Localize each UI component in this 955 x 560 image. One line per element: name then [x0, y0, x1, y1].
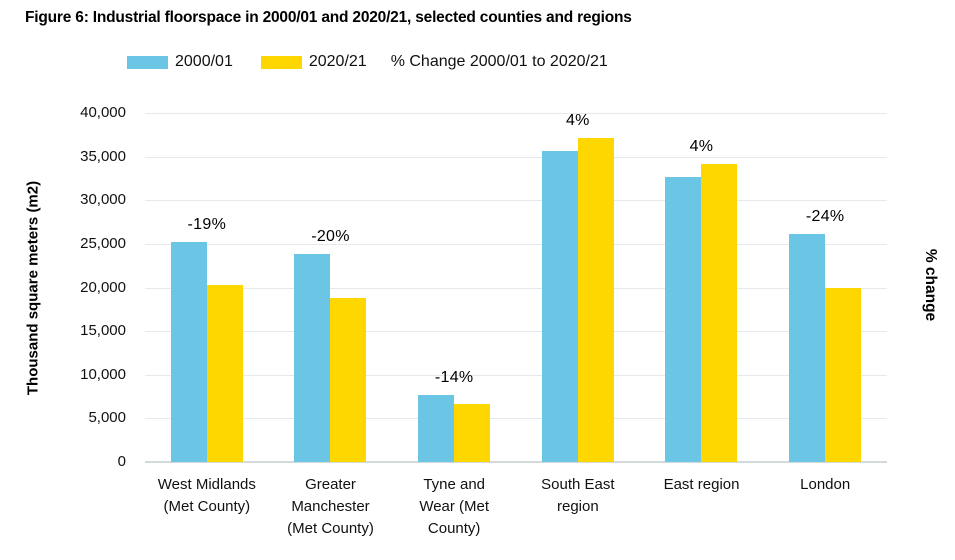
bar-group: -19%	[145, 113, 269, 462]
bar-2020-21	[330, 297, 367, 462]
bar-2000-01	[665, 176, 702, 462]
y-tick-label: 0	[117, 453, 126, 470]
x-category-label: West Midlands (Met County)	[157, 476, 256, 515]
legend-change-note: % Change 2000/01 to 2020/21	[390, 53, 608, 70]
gridline	[145, 243, 887, 245]
gridline	[145, 374, 887, 376]
bar-2000-01	[541, 150, 578, 462]
bar-2020-21	[825, 288, 862, 462]
x-category-label: South East region	[541, 476, 615, 515]
secondary-axis-title: % change	[922, 248, 939, 322]
gridline	[145, 331, 887, 333]
x-category-label: Greater Manchester (Met County)	[287, 476, 374, 537]
bar-2020-21	[577, 138, 614, 462]
bar-2000-01	[170, 242, 207, 462]
bar-2020-21	[206, 284, 243, 462]
gridline	[145, 156, 887, 158]
y-tick-label: 20,000	[80, 278, 126, 296]
percent-change-label: 4%	[689, 138, 714, 156]
y-tick-label: 40,000	[80, 104, 126, 121]
y-tick-label: 30,000	[80, 191, 126, 209]
gridline	[145, 200, 887, 202]
y-tick-label: 10,000	[80, 365, 126, 383]
y-tick-label: 5,000	[88, 409, 126, 427]
bar-2020-21	[701, 164, 738, 462]
x-category-label: London	[800, 476, 851, 493]
x-axis-category-labels: West Midlands (Met County) Greater Manche…	[145, 474, 887, 540]
bar-group: -20%	[269, 113, 393, 462]
percent-change-label: -19%	[187, 216, 227, 234]
bar-group: -14%	[392, 113, 516, 462]
x-category-label: East region	[663, 476, 740, 493]
y-axis-tick-labels: 0 5,000 10,000 15,000 20,000 25,000 30,000 35,0…	[0, 104, 126, 470]
percent-change-label: -20%	[311, 228, 350, 246]
figure-title: Figure 6: Industrial floorspace in 2000/…	[25, 9, 632, 26]
legend-swatch-2000-01	[127, 55, 168, 69]
plot-area: -19% -20% -14% 4% 4% -24%	[145, 112, 887, 463]
legend-label-2020-21: 2020/21	[308, 53, 367, 70]
x-axis-baseline	[145, 461, 887, 463]
bar-group: 4%	[640, 113, 764, 462]
y-tick-label: 15,000	[80, 322, 126, 340]
percent-change-label: 4%	[565, 112, 590, 130]
gridline	[145, 113, 887, 114]
y-tick-label: 25,000	[80, 234, 126, 252]
bar-2000-01	[789, 234, 826, 462]
legend: 2000/01 2020/21 % Change 2000/01 to 2020…	[127, 52, 608, 72]
bar-2000-01	[294, 254, 331, 462]
legend-swatch-2020-21	[260, 55, 302, 69]
bar-group: 4%	[516, 112, 640, 462]
x-category-label: Tyne and Wear (Met County)	[419, 476, 490, 537]
gridline	[145, 418, 887, 420]
bar-group: -24%	[763, 113, 887, 462]
gridline	[145, 287, 887, 289]
percent-change-label: -14%	[434, 368, 474, 386]
bar-2020-21	[454, 404, 491, 462]
percent-change-label: -24%	[805, 208, 845, 226]
bar-2000-01	[418, 394, 455, 462]
y-tick-label: 35,000	[80, 147, 126, 165]
legend-label-2000-01: 2000/01	[175, 53, 233, 70]
